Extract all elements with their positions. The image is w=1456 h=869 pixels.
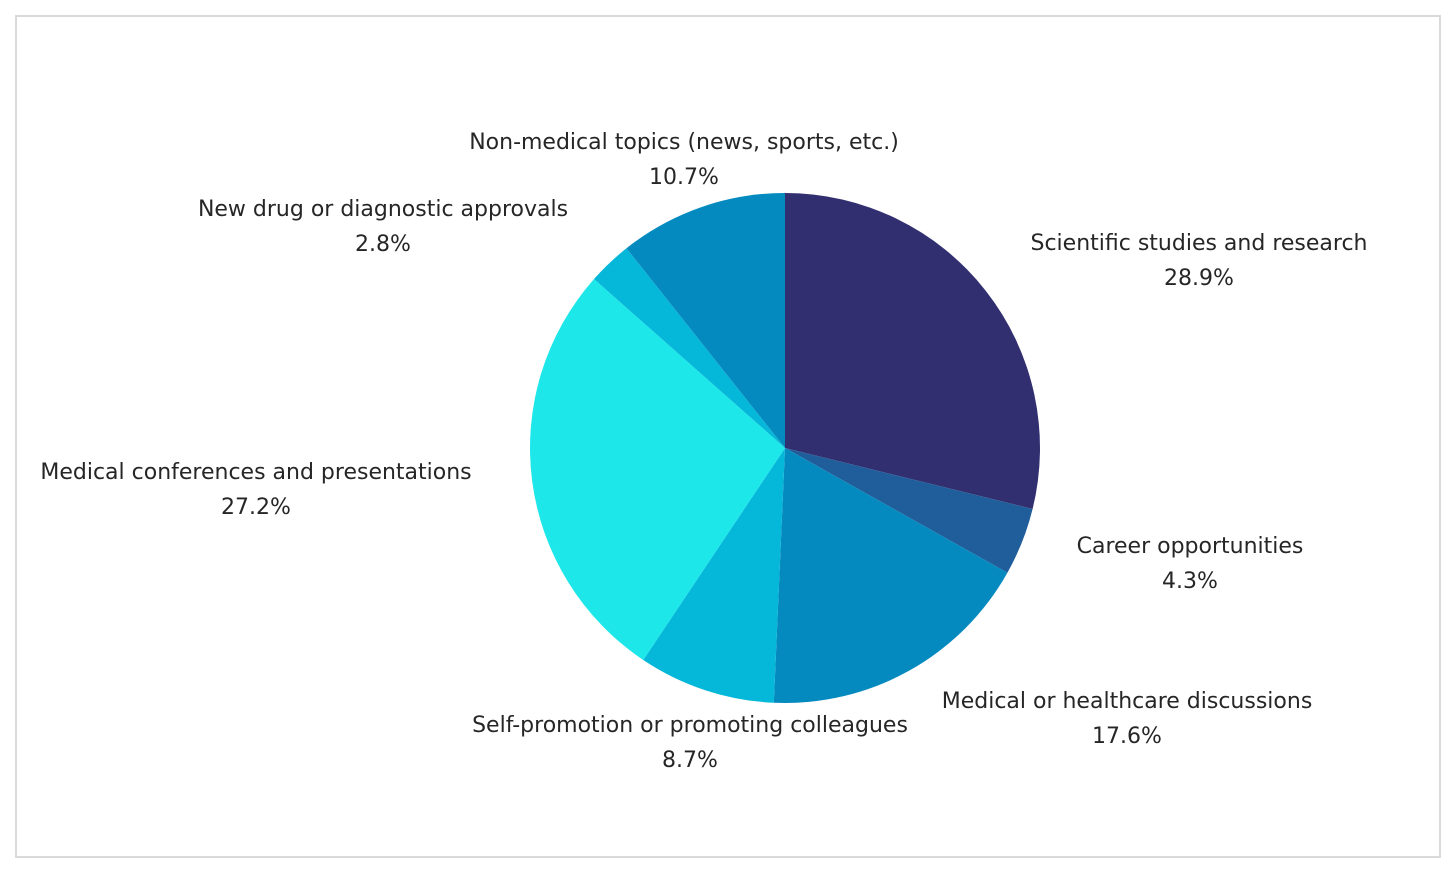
pie-slice-medical-or-healthcare-discussions (773, 448, 1008, 703)
pie-slice-scientific-studies-and-research (785, 193, 1040, 509)
slice-label-medical-or-healthcare-discussions: Medical or healthcare discussions (942, 689, 1313, 714)
slice-label-medical-conferences-and-presentations: Medical conferences and presentations (40, 460, 471, 485)
slice-value-non-medical-topics-news-sports-etc: 10.7% (649, 165, 719, 190)
pie-slices (529, 193, 1040, 703)
slice-value-scientific-studies-and-research: 28.9% (1164, 266, 1234, 291)
slice-label-new-drug-or-diagnostic-approvals: New drug or diagnostic approvals (198, 197, 568, 222)
pie-slice-career-opportunities (785, 448, 1033, 573)
slice-label-career-opportunities: Career opportunities (1077, 534, 1304, 559)
slice-value-new-drug-or-diagnostic-approvals: 2.8% (355, 232, 411, 257)
slice-value-self-promotion-or-promoting-colleagues: 8.7% (662, 748, 718, 773)
pie-slice-new-drug-or-diagnostic-approvals (594, 248, 785, 448)
pie-slice-non-medical-topics-news-sports-etc (626, 193, 785, 448)
slice-value-career-opportunities: 4.3% (1162, 569, 1218, 594)
slice-value-medical-or-healthcare-discussions: 17.6% (1092, 724, 1162, 749)
slice-label-non-medical-topics-news-sports-etc: Non-medical topics (news, sports, etc.) (469, 130, 899, 155)
pie-slice-self-promotion-or-promoting-colleagues (643, 448, 785, 703)
pie-labels: Scientific studies and research 28.9% Care… (40, 130, 1367, 773)
slice-label-self-promotion-or-promoting-colleagues: Self-promotion or promoting colleagues (472, 713, 908, 738)
slice-value-medical-conferences-and-presentations: 27.2% (221, 495, 291, 520)
pie-slice-medical-conferences-and-presentations (529, 279, 785, 660)
slice-label-scientific-studies-and-research: Scientific studies and research (1031, 231, 1368, 256)
